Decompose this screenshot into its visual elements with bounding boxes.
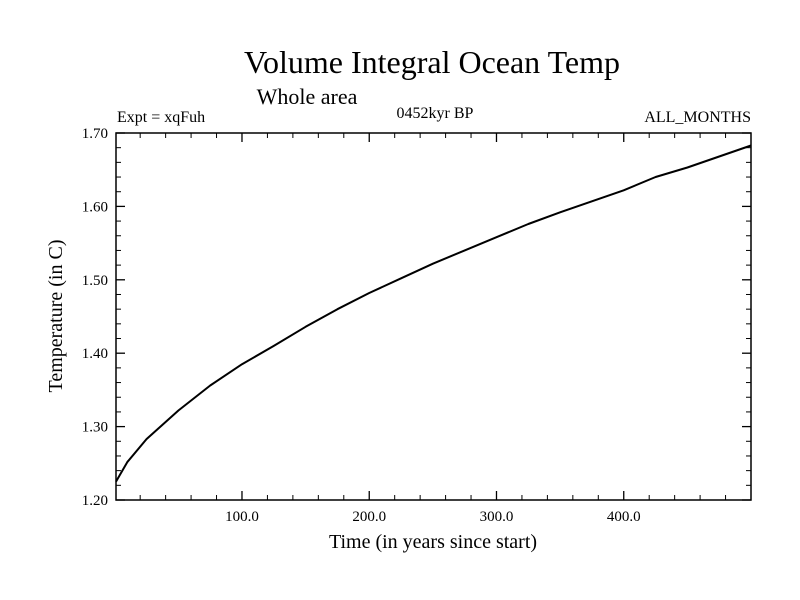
- period-label: 0452kyr BP: [397, 105, 474, 122]
- x-tick-label: 300.0: [480, 509, 514, 525]
- y-tick-label: 1.40: [82, 346, 108, 362]
- chart-title: Volume Integral Ocean Temp: [244, 44, 620, 80]
- months-label: ALL_MONTHS: [644, 109, 751, 126]
- x-tick-label: 400.0: [607, 509, 641, 525]
- series-group: [115, 144, 752, 483]
- y-axis-label: Temperature (in C): [45, 240, 67, 393]
- x-tick-label: 200.0: [352, 509, 386, 525]
- y-tick-label: 1.50: [82, 273, 108, 289]
- axis-ticks: 100.0 200.0 300.0 400.0 1.20 1.30 1.40 1.50 1.60…: [82, 126, 751, 525]
- expt-label: Expt = xqFuh: [117, 109, 205, 126]
- y-tick-label: 1.70: [82, 126, 108, 142]
- y-tick-label: 1.60: [82, 199, 108, 215]
- y-tick-label: 1.30: [82, 420, 108, 436]
- chart-subtitle: Whole area: [257, 84, 358, 109]
- plot-frame: [115, 132, 752, 501]
- x-tick-label: 100.0: [225, 509, 259, 525]
- y-tick-label: 1.20: [82, 493, 108, 509]
- x-axis-label: Time (in years since start): [329, 531, 537, 553]
- series-line: [115, 144, 752, 483]
